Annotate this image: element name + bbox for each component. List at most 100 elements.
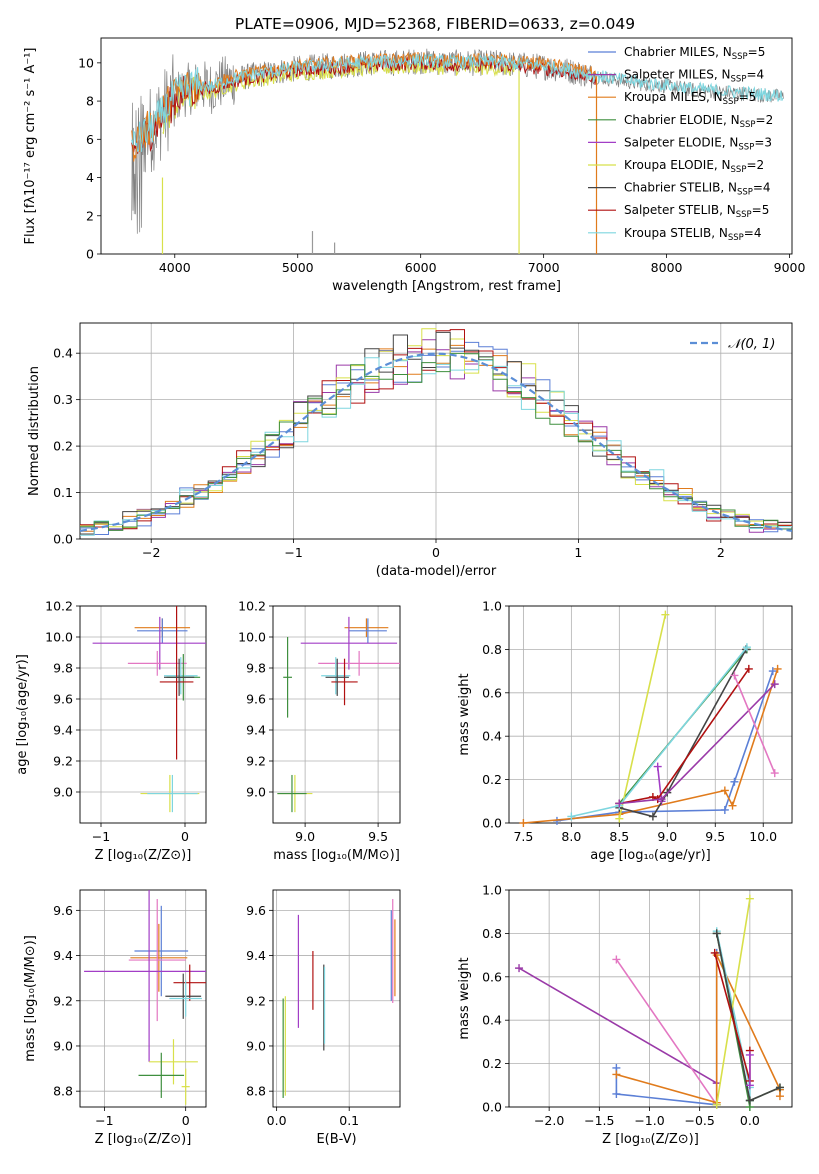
y-tick-label: 0.2 [53,439,73,454]
spectrum-lines [131,48,784,254]
y-tick-label: 9.8 [53,661,73,676]
series-marker [742,643,751,652]
weight-series [567,643,751,821]
y-tick-label: 0.4 [482,1013,502,1028]
series-marker [773,664,782,673]
spectrum-ylabel: Flux [fλ10⁻¹⁷ erg cm⁻² s⁻¹ A⁻¹] [23,48,38,245]
errorbar-point [137,618,188,644]
x-tick-label: 0.1 [339,1113,359,1128]
series-line [619,649,747,818]
y-tick-label: 0.8 [482,642,502,657]
legend-entry: 𝒩(0, 1) [728,337,775,352]
series-marker [745,1081,754,1090]
errorbar-point [159,606,194,760]
weight-series [515,964,721,1088]
y-tick-label: 9.2 [53,993,73,1008]
weight-series [615,680,779,808]
legend-entry: Kroupa STELIB, NSSP=4 [624,226,762,243]
series-marker [775,1092,784,1101]
mass_vs_ebv-axes: 0.0 0.1 8.8 9.0 9.2 9.4 9.6 E(B-V) [246,889,401,1147]
weight-series [712,929,784,1105]
series-marker [615,814,624,823]
age_vs_Z-axes: −1 0 9.0 9.2 9.4 9.6 9.8 10.0 10.2 Z [log₁₀(Z/Z⊙)… [15,599,207,863]
errorbar-point [147,774,198,813]
errorbar-point [138,1052,185,1098]
mass_vs_ebv-frame [272,889,401,1108]
residuals-legend: 𝒩(0, 1) [690,337,775,352]
mass_vs_Z-frame [79,889,207,1108]
legend-entry: Kroupa ELODIE, NSSP=2 [624,158,764,175]
series-marker [567,812,576,821]
mass_vs_Z-errorbars [84,890,206,1105]
residuals-axes: −2 −1 0 1 2 0.0 0.1 0.2 0.3 0.4 (data-model)/error… [27,322,793,579]
weight_vs_Z-xlabel: Z [log₁₀(Z/Z⊙)] [602,1132,699,1147]
errorbar-point [164,658,195,696]
x-tick-label: 9.5 [368,829,388,844]
errorbar-point [128,899,186,1022]
errorbar-point [300,616,398,670]
figure-title: PLATE=0906, MJD=52368, FIBERID=0633, z=0… [235,15,635,33]
weight-series [712,894,754,1109]
series-marker [728,801,737,810]
series-marker [515,964,524,973]
series-marker [745,1050,754,1059]
spectrum-frame [100,37,793,255]
errorbar-point [92,616,206,670]
x-tick-label: −1 [92,829,110,844]
y-tick-label: 9.4 [246,948,266,963]
legend-entry: Kroupa MILES, NSSP=5 [624,90,756,107]
x-tick-label: 0 [181,829,189,844]
y-tick-label: 8.8 [53,1084,73,1099]
legend-entry: Salpeter ELODIE, NSSP=3 [624,135,772,152]
series-marker [720,786,729,795]
series-marker [775,1083,784,1092]
y-tick-label: 0.2 [482,1056,502,1071]
age_vs_mass-xlabel: mass [log₁₀(M/M⊙)] [273,848,400,863]
series-marker [648,812,657,821]
y-tick-label: 0.2 [482,772,502,787]
y-tick-label: 9.0 [246,785,266,800]
series-line [518,967,718,1084]
series-marker [615,799,624,808]
y-tick-label: 1.0 [482,599,502,614]
age_vs_Z-errorbars [92,606,206,813]
series-marker [768,667,777,676]
errorbar-point [134,905,189,997]
age_vs_mass-axes: 9.0 9.5 9.0 9.2 9.4 9.6 9.8 10.0 10.2 mass [log₁₀… [238,599,401,863]
y-tick-label: 9.4 [53,723,73,738]
errorbar-point [348,618,387,644]
series-line [618,614,667,819]
spectrum-xlabel: wavelength [Angstrom, rest frame] [332,279,561,294]
series-marker [661,610,670,619]
errorbar-point [173,964,206,1001]
errorbar-point [344,618,389,637]
series-marker [710,948,719,957]
errorbar-point [169,980,202,1017]
y-tick-label: 10 [78,55,94,70]
mass_vs_Z-xlabel: Z [log₁₀(Z/Z⊙)] [95,1132,192,1147]
errorbar-point [130,923,188,992]
y-tick-label: 0.6 [482,969,502,984]
errorbar-point [331,658,358,706]
y-tick-label: 8.8 [246,1084,266,1099]
y-tick-label: 10.2 [45,599,73,614]
weight-series [612,948,721,1109]
y-tick-label: 9.2 [246,993,266,1008]
y-tick-label: 9.0 [246,1038,266,1053]
y-tick-label: 9.4 [246,723,266,738]
series-marker [730,671,739,680]
weight-series [730,671,779,778]
errorbar-point [277,774,307,813]
x-tick-label: 8000 [651,260,683,275]
x-tick-label: 9.0 [295,829,315,844]
y-tick-label: 0.3 [53,392,73,407]
x-tick-label: 6000 [405,260,437,275]
y-tick-label: 0.4 [482,729,502,744]
y-tick-label: 9.2 [53,754,73,769]
y-tick-label: 9.8 [246,661,266,676]
weight-series [745,1050,754,1090]
series-line [616,954,781,1104]
weight_vs_age-frame [508,605,793,824]
